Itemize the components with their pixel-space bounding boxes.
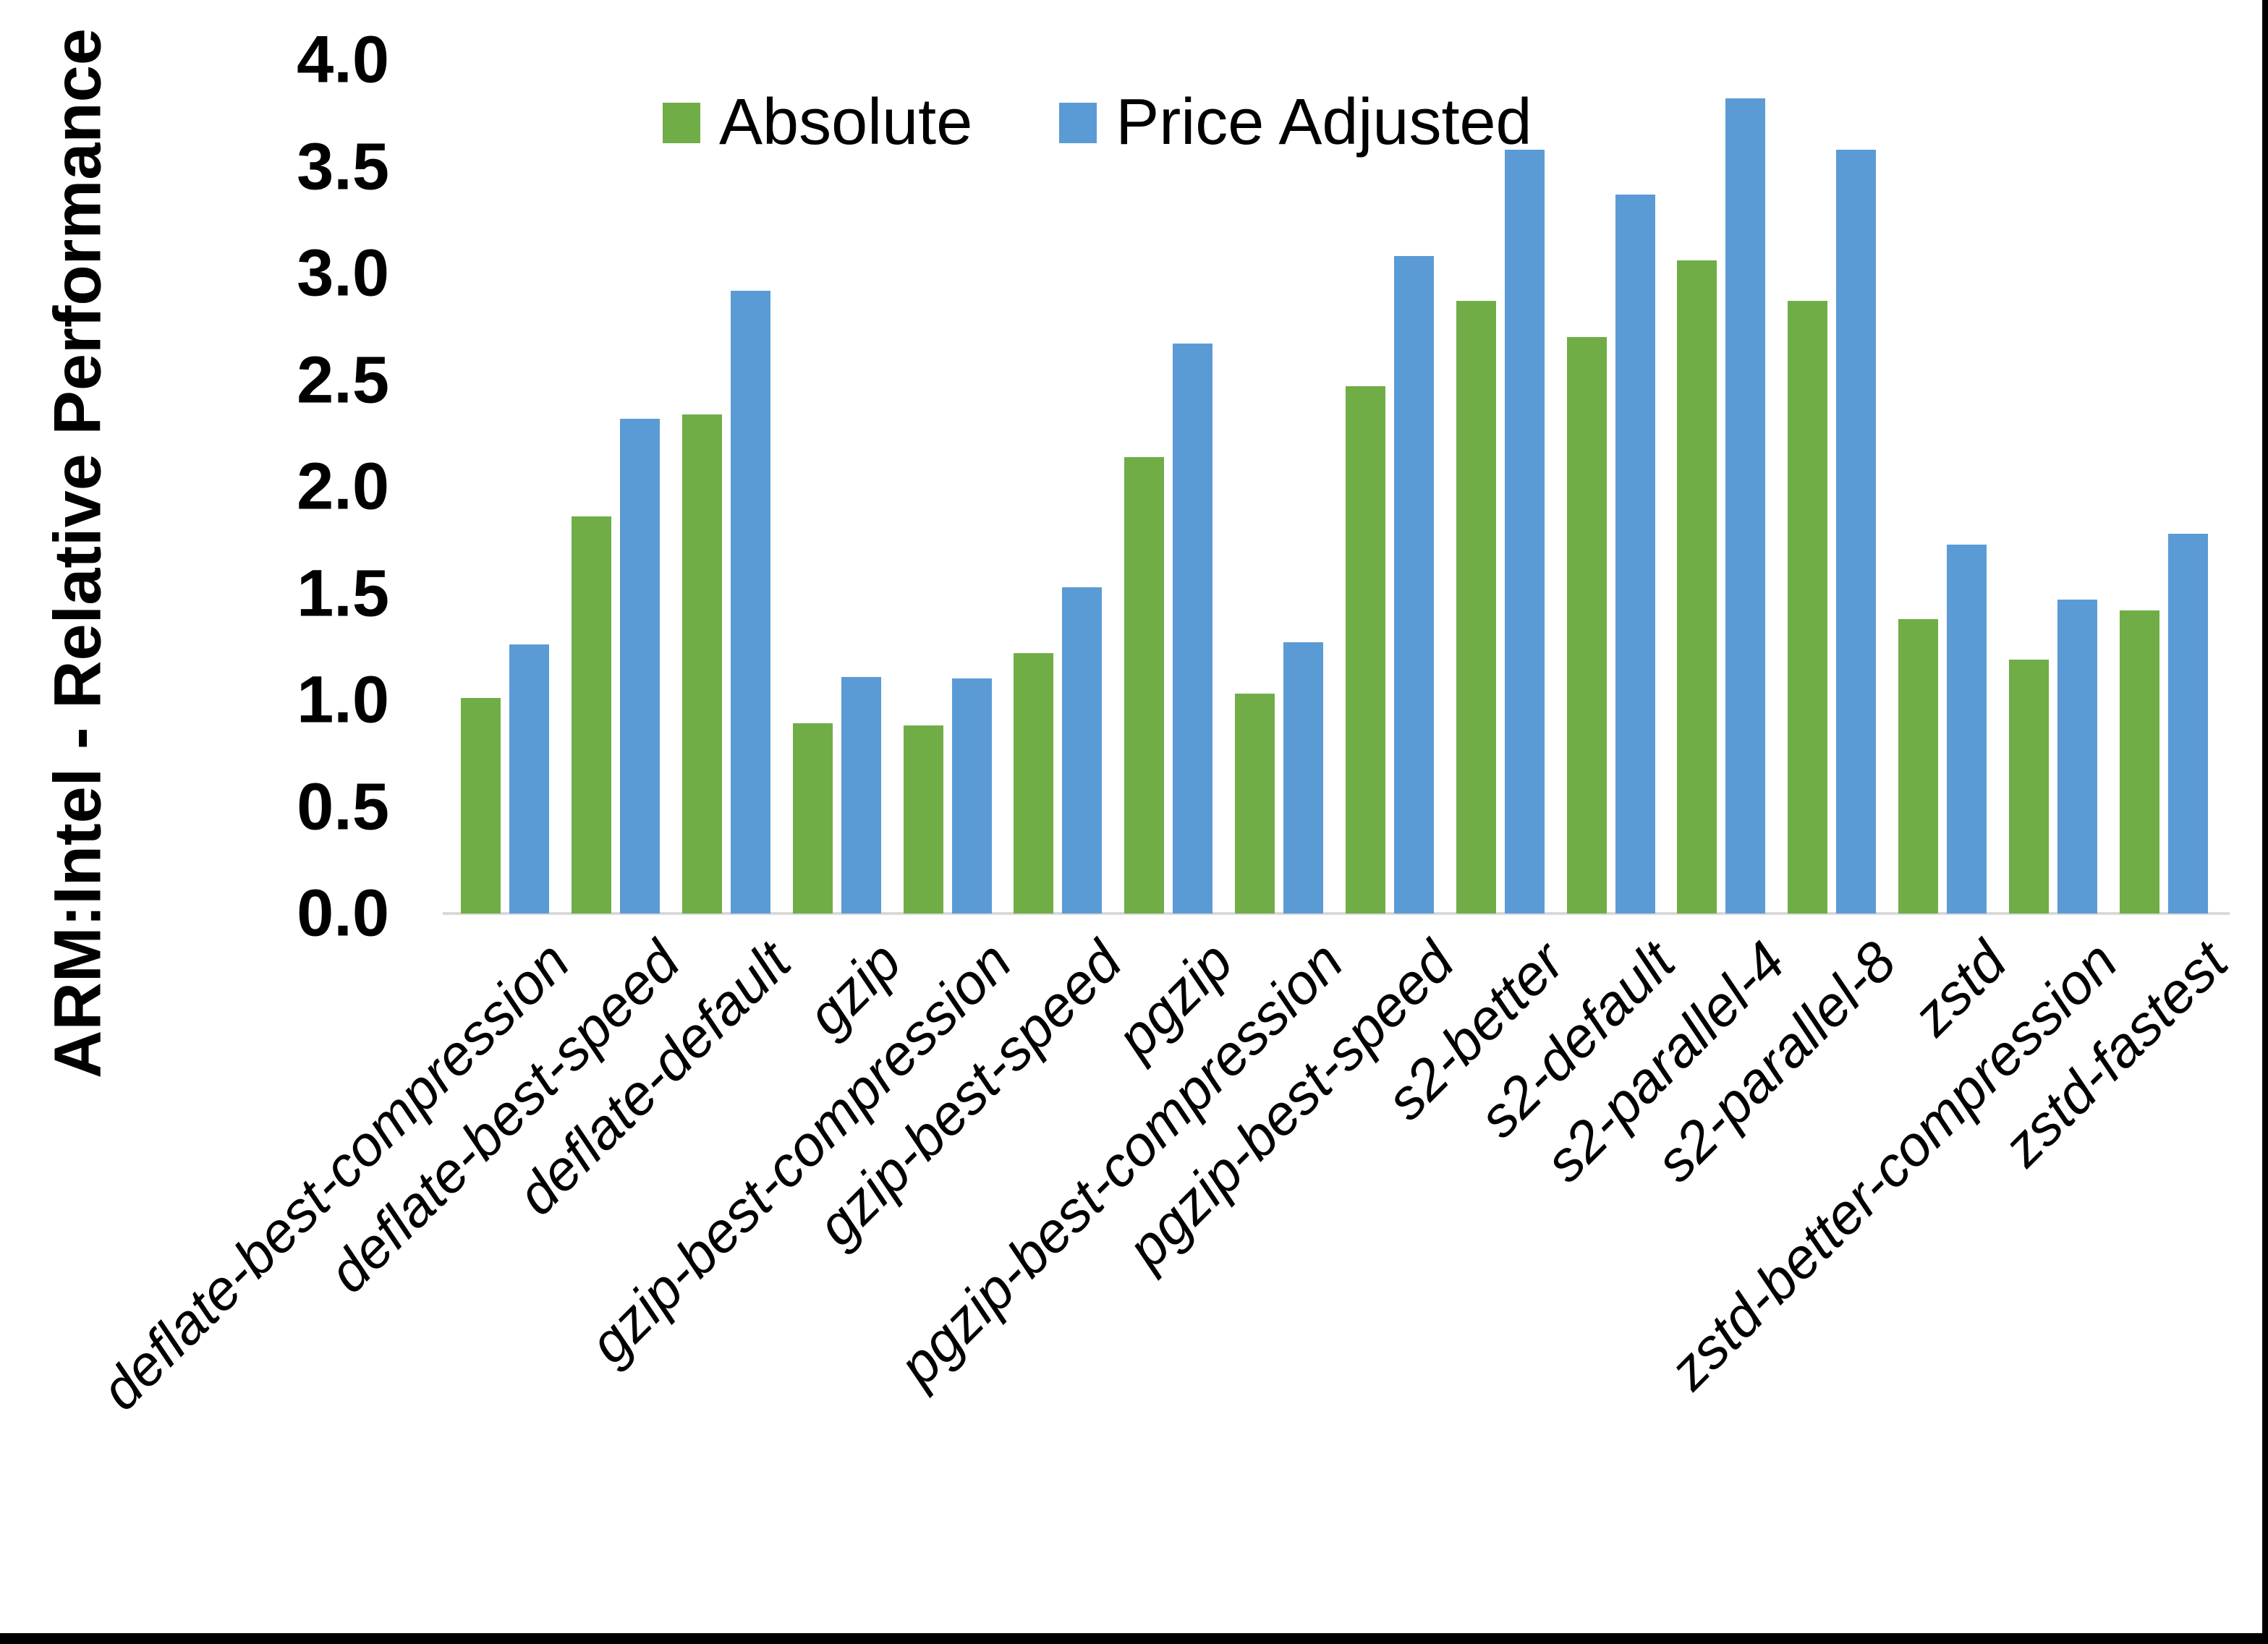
bar-absolute — [1677, 260, 1717, 913]
legend-swatch-absolute-icon — [663, 102, 700, 143]
legend: Absolute Price Adjusted — [663, 85, 1532, 160]
bar-price-adjusted — [620, 419, 660, 913]
bar-price-adjusted — [1615, 195, 1655, 913]
bar-absolute — [1456, 301, 1496, 913]
bar-absolute — [1235, 694, 1275, 913]
bar-absolute — [461, 698, 501, 913]
bar-absolute — [572, 516, 611, 913]
bar-absolute — [1567, 337, 1607, 913]
bar-price-adjusted — [1505, 150, 1545, 913]
bar-absolute — [1014, 653, 1053, 913]
frame-border-right — [2262, 0, 2268, 1644]
y-axis-title: ARM:Intel - Relative Performance — [41, 28, 115, 1078]
legend-item-absolute: Absolute — [663, 85, 972, 160]
bar-price-adjusted — [1283, 642, 1323, 913]
y-axis-tick-label: 4.0 — [297, 22, 389, 97]
bar-absolute — [1898, 619, 1938, 913]
bar-absolute — [1124, 457, 1164, 913]
bar-price-adjusted — [841, 677, 881, 913]
legend-swatch-price-adjusted-icon — [1059, 102, 1097, 143]
x-axis-line — [443, 912, 2230, 915]
bar-price-adjusted — [509, 644, 549, 913]
y-axis-tick-label: 3.0 — [297, 236, 389, 310]
y-axis-tick-label: 0.0 — [297, 876, 389, 950]
bar-price-adjusted — [2168, 534, 2208, 913]
bar-price-adjusted — [1725, 98, 1765, 913]
bar-absolute — [1788, 301, 1827, 913]
bar-price-adjusted — [731, 291, 770, 913]
bar-absolute — [793, 723, 833, 913]
bar-price-adjusted — [1947, 545, 1987, 913]
bar-absolute — [682, 414, 722, 913]
y-axis-tick-label: 2.5 — [297, 343, 389, 417]
bar-price-adjusted — [1394, 256, 1434, 913]
y-axis-tick-label: 1.5 — [297, 556, 389, 630]
bar-price-adjusted — [2057, 600, 2097, 913]
bar-price-adjusted — [1836, 150, 1876, 913]
legend-label-price-adjusted: Price Adjusted — [1116, 86, 1532, 158]
y-axis-tick-label: 3.5 — [297, 129, 389, 203]
bar-price-adjusted — [1173, 344, 1212, 913]
y-axis-tick-label: 0.5 — [297, 770, 389, 843]
bar-absolute — [904, 725, 943, 913]
bar-price-adjusted — [952, 678, 992, 913]
bar-absolute — [2009, 660, 2049, 913]
legend-label-absolute: Absolute — [719, 86, 973, 158]
bar-price-adjusted — [1062, 587, 1102, 913]
y-axis-tick-label: 2.0 — [297, 449, 389, 524]
x-axis-label: deflate-best-compression — [88, 929, 582, 1423]
bar-absolute — [2120, 610, 2159, 913]
frame-border-bottom — [0, 1633, 2268, 1644]
legend-item-price-adjusted: Price Adjusted — [1059, 85, 1532, 160]
bar-absolute — [1346, 386, 1385, 913]
y-axis-tick-label: 1.0 — [297, 663, 389, 737]
